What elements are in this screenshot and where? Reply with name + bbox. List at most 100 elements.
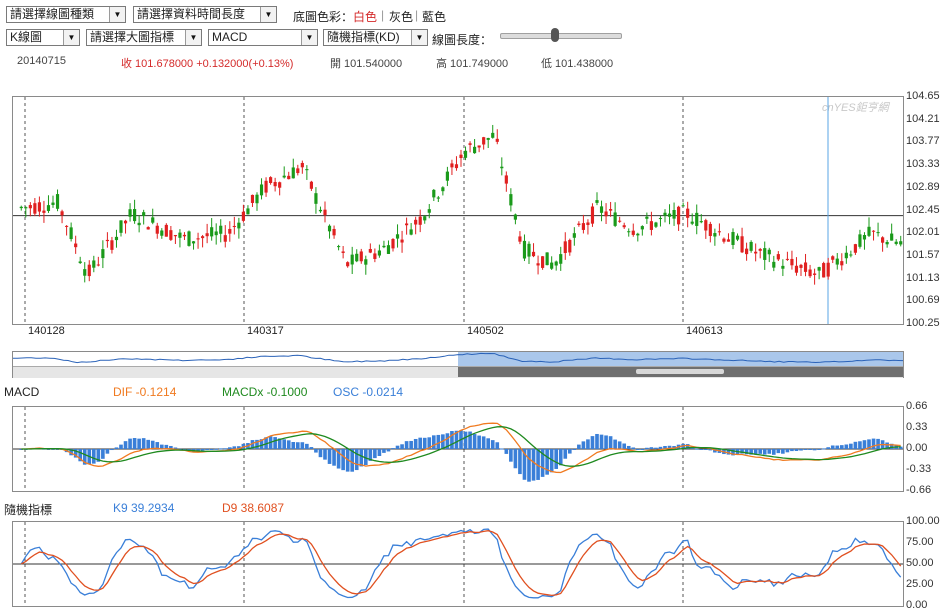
kd-k9-label: K9 39.2934: [113, 501, 175, 515]
d9-line: [20, 530, 902, 597]
candle-body: [763, 248, 767, 260]
bg-color-white[interactable]: 白色: [353, 10, 378, 24]
candle-body: [441, 187, 445, 192]
candle-body: [677, 206, 681, 225]
osc-bar: [368, 449, 373, 461]
osc-bar: [871, 438, 876, 449]
quote-date: 20140715: [17, 55, 66, 67]
osc-bar: [386, 449, 391, 452]
osc-bar: [744, 449, 749, 455]
candle-body: [105, 239, 109, 242]
candle-body: [432, 189, 436, 198]
kd-y-tick: 50.00: [906, 557, 934, 569]
osc-bar: [518, 449, 522, 475]
candle-body: [731, 232, 735, 245]
candle-body: [686, 208, 690, 218]
main-indicator-select[interactable]: 請選擇大圖指標 ▼: [86, 29, 202, 46]
period-select-value: 請選擇資料時間長度: [137, 7, 246, 21]
watermark: cnYES鉅亨網: [822, 102, 889, 114]
candle-body: [477, 145, 481, 148]
slider-thumb[interactable]: [551, 28, 559, 42]
osc-bar: [395, 445, 400, 449]
candle-body: [259, 184, 264, 196]
kd-d9-label: D9 38.6087: [222, 501, 285, 515]
candle-body: [391, 238, 395, 249]
candle-body: [767, 249, 771, 255]
candle-body: [223, 235, 227, 242]
separator: |: [415, 8, 419, 22]
osc-bar: [776, 449, 781, 454]
navigator-scroll-handle[interactable]: [636, 369, 724, 374]
candle-body: [527, 243, 531, 257]
candle-body: [486, 137, 490, 140]
candle-body: [658, 218, 663, 220]
osc-bar: [844, 444, 849, 449]
osc-bar: [667, 445, 672, 449]
candle-body: [250, 194, 255, 203]
candle-body: [78, 261, 82, 264]
candle-body: [37, 202, 41, 212]
chart-length-slider[interactable]: [500, 28, 622, 42]
candle-body: [246, 208, 250, 215]
osc-bar: [876, 438, 880, 449]
main-x-tick: 140128: [28, 325, 65, 337]
candle-body: [92, 260, 96, 268]
osc-bar: [114, 447, 119, 449]
candle-body: [541, 256, 545, 268]
candle-body: [518, 236, 522, 242]
candle-body: [151, 217, 155, 223]
candle-body: [364, 259, 368, 265]
osc-bar: [463, 431, 468, 449]
candle-body: [754, 251, 758, 254]
osc-bar: [509, 449, 513, 462]
candle-body: [772, 261, 776, 268]
osc-bar: [55, 449, 60, 450]
chart-type-select-value: 請選擇線圖種類: [10, 7, 95, 21]
candle-body: [717, 231, 721, 233]
main-indicator-select-value: 請選擇大圖指標: [90, 30, 175, 44]
candle-body: [264, 180, 268, 193]
candle-body: [681, 205, 685, 207]
candle-body: [359, 251, 363, 262]
macd-y-tick: 0.33: [906, 421, 928, 433]
sub-indicator2-select[interactable]: 隨機指標(KD) ▼: [323, 29, 428, 46]
candle-body: [590, 206, 595, 224]
chart-type-select[interactable]: 請選擇線圖種類 ▼: [6, 6, 126, 23]
osc-bar: [490, 440, 495, 449]
candle-body: [83, 269, 87, 276]
candle-body: [445, 171, 449, 181]
period-select[interactable]: 請選擇資料時間長度 ▼: [133, 6, 277, 23]
osc-bar: [762, 449, 767, 455]
kline-select[interactable]: K線圖 ▼: [6, 29, 80, 46]
sub-indicator1-select[interactable]: MACD ▼: [208, 29, 318, 46]
candle-body: [554, 261, 558, 266]
candle-body: [495, 138, 499, 142]
candle-body: [867, 226, 871, 236]
candle-body: [164, 224, 168, 237]
candle-body: [595, 200, 599, 203]
osc-bar: [826, 447, 831, 449]
candle-body: [894, 241, 898, 244]
candle-body: [890, 233, 894, 241]
osc-bar: [758, 449, 763, 454]
osc-bar: [817, 449, 821, 450]
candle-body: [350, 254, 354, 265]
candle-body: [550, 262, 554, 269]
osc-bar: [431, 435, 436, 449]
osc-bar: [540, 449, 545, 477]
osc-bar: [708, 449, 713, 451]
bg-color-blue[interactable]: 藍色: [422, 10, 447, 24]
bg-color-gray[interactable]: 灰色: [389, 10, 414, 24]
osc-bar: [685, 444, 690, 449]
candle-body: [844, 252, 848, 259]
osc-bar: [169, 445, 173, 449]
osc-bar: [731, 449, 735, 456]
kline-select-value: K線圖: [10, 30, 43, 44]
candle-body: [482, 137, 486, 145]
osc-bar: [812, 449, 817, 451]
candle-body: [232, 225, 236, 228]
candle-body: [663, 212, 667, 216]
candle-body: [613, 212, 617, 226]
candlestick-chart[interactable]: [12, 96, 904, 325]
candle-body: [749, 241, 753, 251]
